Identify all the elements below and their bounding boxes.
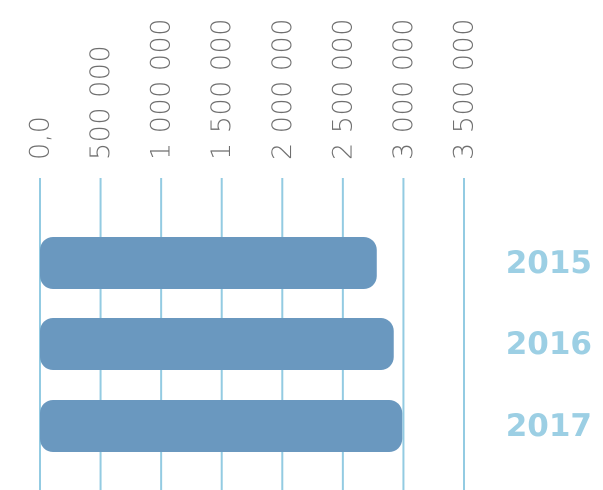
category-label: 2015 (506, 245, 592, 281)
bars (40, 237, 403, 452)
x-tick-label: 3 500 000 (449, 18, 480, 160)
bar-2015 (40, 237, 377, 289)
category-label: 2016 (506, 326, 592, 362)
x-tick-label: 1 500 000 (206, 18, 237, 160)
category-label: 2017 (506, 408, 592, 444)
x-tick-label: 3 000 000 (388, 18, 419, 160)
bar-2016 (40, 318, 394, 370)
x-tick-label: 2 000 000 (267, 18, 298, 160)
x-tick-label: 0,0 (25, 116, 56, 160)
x-axis-tick-labels: 0,0 500 000 1 000 000 1 500 000 2 000 000 2 5… (25, 18, 480, 160)
category-labels: 2015 2016 2017 (506, 245, 592, 444)
x-tick-label: 500 000 (85, 45, 116, 160)
bar-2017 (40, 400, 403, 452)
x-tick-label: 1 000 000 (146, 18, 177, 160)
x-tick-label: 2 500 000 (327, 18, 358, 160)
